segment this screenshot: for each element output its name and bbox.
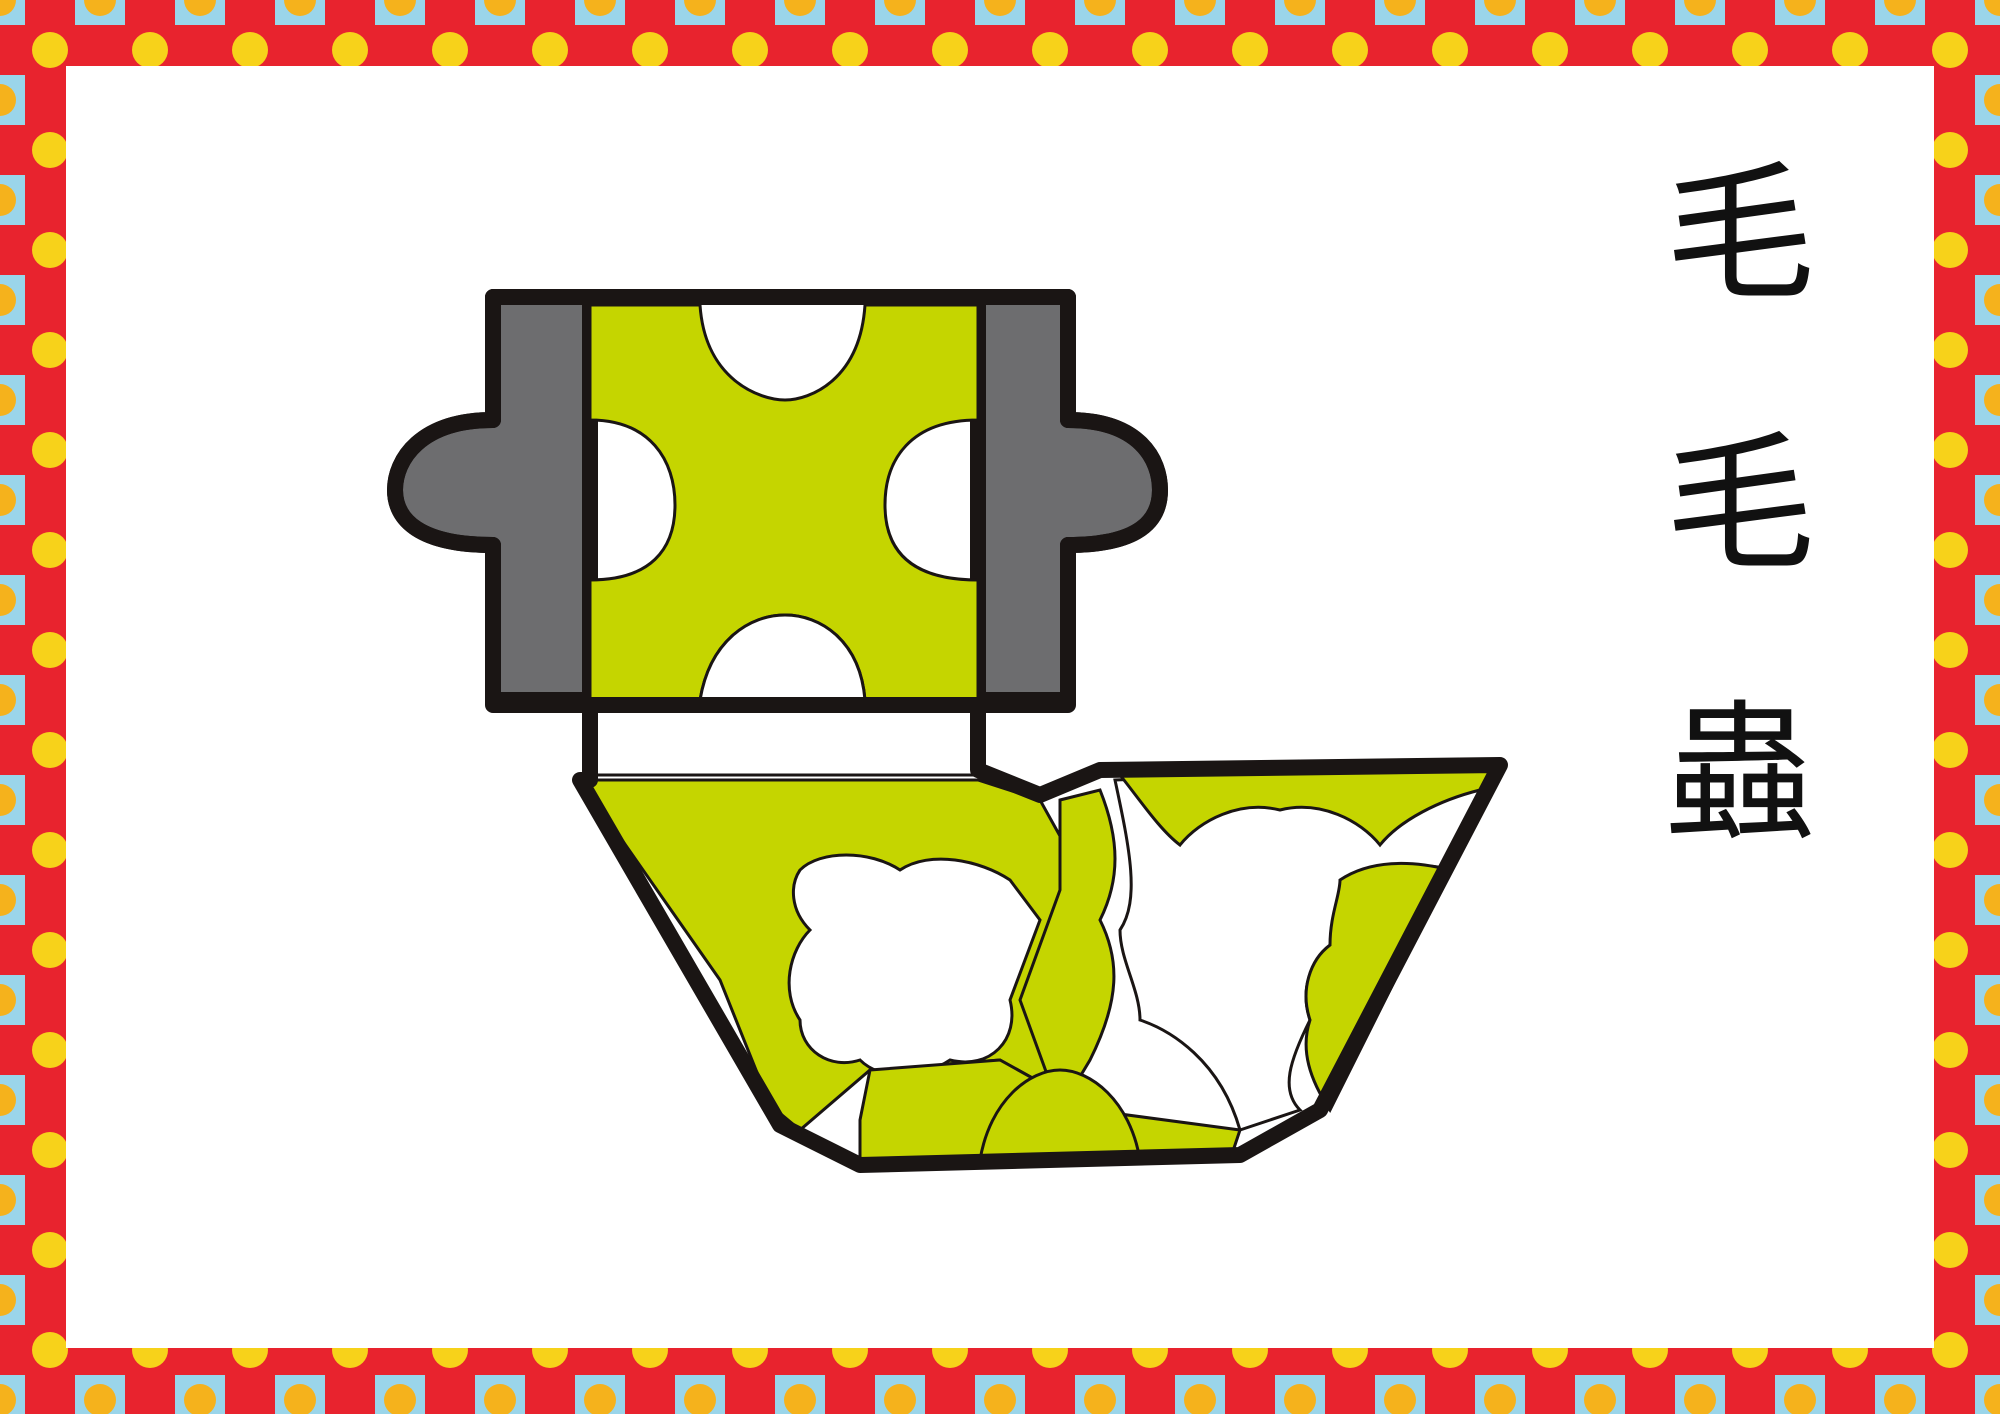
card-title: 毛 毛 蟲 [1640, 120, 1840, 890]
body-right [1116, 768, 1499, 848]
cross-center [588, 303, 980, 702]
title-char-1: 毛 [1664, 148, 1815, 322]
title-char-3: 蟲 [1664, 688, 1815, 862]
title-char-2: 毛 [1664, 418, 1815, 592]
neck-piece [588, 613, 980, 777]
